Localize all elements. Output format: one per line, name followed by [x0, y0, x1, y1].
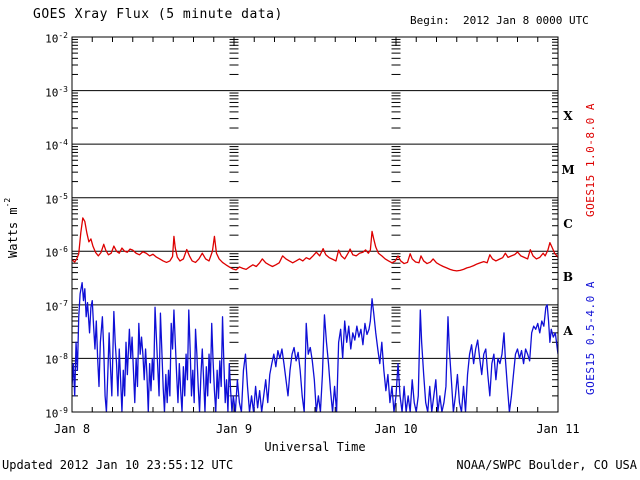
- y-axis-title-base: Watts m: [6, 207, 20, 258]
- y-tick-label: 10-2: [45, 31, 68, 46]
- y-tick-label: 10-5: [45, 191, 68, 207]
- y-axis-title: Watts m-2: [3, 160, 20, 295]
- flare-class-letter-x: X: [563, 109, 573, 124]
- short-wave-series-line: [72, 281, 558, 412]
- x-ticks-bottom: [91, 403, 539, 412]
- decade-gridlines: [72, 90, 558, 359]
- flare-class-letter-b: B: [562, 270, 574, 285]
- flare-class-letter-a: A: [563, 323, 573, 338]
- short-wave-series-label: GOES15 0.5-4.0 A: [584, 281, 597, 395]
- x-ticks-top: [91, 37, 539, 46]
- long-wave-series-line: [72, 217, 558, 272]
- plot-border: [71, 36, 559, 413]
- updated-timestamp: Updated 2012 Jan 10 23:55:12 UTC: [2, 458, 234, 472]
- flare-class-letter-c: C: [563, 216, 573, 231]
- y-tick-label: 10-3: [45, 84, 68, 100]
- x-axis-title: Universal Time: [264, 440, 366, 454]
- chart-title: GOES Xray Flux (5 minute data): [33, 7, 283, 22]
- x-tick-label: Jan 8: [53, 422, 91, 436]
- y-tick-label: 10-8: [45, 352, 68, 368]
- source-attribution: NOAA/SWPC Boulder, CO USA: [456, 458, 637, 472]
- long-wave-series-label: GOES15 1.0-8.0 A: [584, 103, 597, 217]
- y-tick-label: 10-7: [45, 298, 68, 314]
- x-tick-label: Jan 10: [374, 422, 418, 436]
- y-axis-title-exponent: -2: [3, 197, 12, 208]
- begin-timestamp: Begin: 2012 Jan 8 0000 UTC: [410, 14, 589, 27]
- day-grid-tick-columns: [229, 38, 401, 397]
- x-tick-label: Jan 11: [536, 422, 580, 436]
- x-tick-label: Jan 9: [215, 422, 253, 436]
- y-tick-label: 10-9: [45, 406, 68, 421]
- y-minor-ticks-right: [552, 38, 558, 397]
- flare-class-letter-m: M: [561, 162, 575, 177]
- y-tick-label: 10-6: [45, 245, 68, 260]
- y-tick-label: 10-4: [45, 138, 68, 153]
- y-minor-ticks-left: [72, 38, 78, 397]
